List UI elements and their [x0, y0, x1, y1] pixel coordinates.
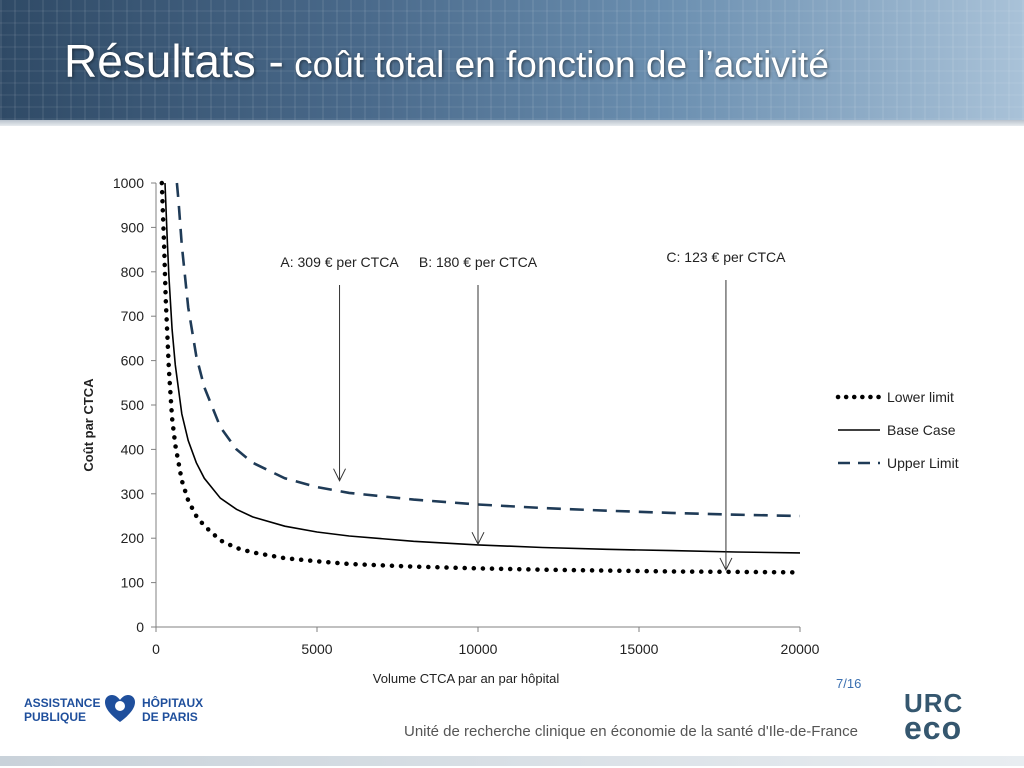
x-tick-label: 15000	[620, 641, 659, 657]
legend-label: Upper Limit	[887, 455, 959, 471]
urc-eco-logo: URC eco	[904, 688, 964, 746]
x-tick-label: 20000	[781, 641, 820, 657]
y-tick-label: 500	[121, 397, 145, 413]
slide-title: Résultats - coût total en fonction de l’…	[64, 34, 829, 88]
y-tick-label: 900	[121, 219, 145, 235]
x-tick-label: 0	[152, 641, 160, 657]
y-tick-label: 600	[121, 353, 145, 369]
y-tick-label: 300	[121, 486, 145, 502]
aphp-logo-text-right: HÔPITAUX DE PARIS	[142, 696, 204, 724]
aphp-heart-icon	[105, 695, 135, 722]
aphp-logo-text-left: ASSISTANCE PUBLIQUE	[24, 696, 101, 724]
slide-title-sub: coût total en fonction de l’activité	[283, 44, 829, 85]
x-axis-label: Volume CTCA par an par hôpital	[373, 671, 560, 686]
series-line-upper-limit	[175, 182, 801, 518]
page-number: 7/16	[836, 676, 862, 691]
y-tick-label: 0	[136, 619, 144, 635]
y-axis-label: Coût par CTCA	[81, 378, 96, 472]
x-tick-label: 10000	[459, 641, 498, 657]
legend-label: Lower limit	[887, 389, 954, 405]
legend-label: Base Case	[887, 422, 956, 438]
y-tick-label: 800	[121, 264, 145, 280]
slide-header: Résultats - coût total en fonction de l’…	[0, 0, 1024, 120]
y-tick-label: 1000	[113, 175, 144, 191]
footer-divider	[0, 756, 1024, 766]
y-tick-label: 200	[121, 530, 145, 546]
series-line-lower-limit	[159, 180, 803, 575]
annotation-arrow-head	[471, 531, 485, 546]
annotation-label: A: 309 € per CTCA	[280, 254, 399, 270]
header-divider	[0, 120, 1024, 126]
aphp-logo: ASSISTANCE PUBLIQUE HÔPITAUX DE PARIS	[24, 694, 224, 728]
annotation-arrow-head	[333, 468, 346, 482]
annotation-arrow-head	[719, 557, 733, 572]
y-tick-label: 400	[121, 441, 145, 457]
series-line-base-case	[164, 182, 801, 554]
annotation-label: B: 180 € per CTCA	[419, 254, 538, 270]
slide-title-main: Résultats -	[64, 35, 284, 87]
footer-institution-text: Unité de recherche clinique en économie …	[404, 723, 858, 740]
x-tick-label: 5000	[301, 641, 332, 657]
annotation-label: C: 123 € per CTCA	[666, 249, 786, 265]
y-tick-label: 100	[121, 575, 145, 591]
header-background-image	[0, 0, 1024, 120]
y-tick-label: 700	[121, 308, 145, 324]
